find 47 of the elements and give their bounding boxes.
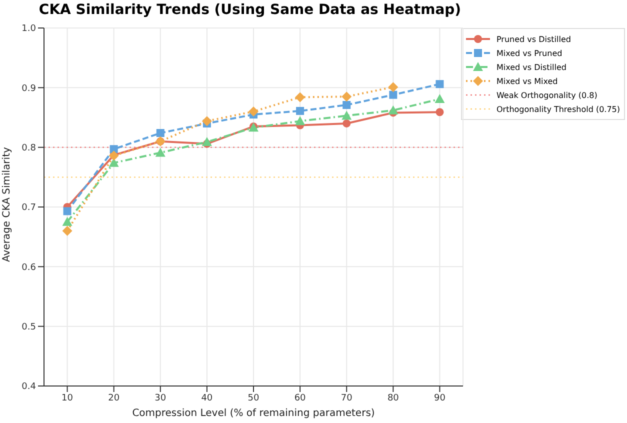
point [62,226,72,236]
x-tick-label: 30 [154,393,166,404]
x-tick-label: 20 [108,393,120,404]
point [202,116,212,126]
point [295,116,306,126]
x-tick-label: 10 [62,393,74,404]
x-tick-label: 40 [201,393,213,404]
point [155,148,166,157]
y-tick-label: 0.8 [22,144,36,154]
point [248,106,258,117]
x-axis-title: Compression Level (% of remaining parameters) [132,408,375,419]
y-tick-label: 0.6 [22,262,36,273]
point [342,110,352,120]
x-tick-label: 60 [294,393,306,404]
point [110,145,118,154]
point [342,119,351,128]
point [388,82,398,92]
point [62,216,72,226]
point [156,129,164,138]
x-tick-label: 90 [434,393,446,404]
x-tick-label: 70 [340,393,353,404]
point [388,105,398,114]
point [436,108,444,116]
y-tick-label: 0.4 [22,382,36,392]
y-axis-title: Average CKA Similarity [2,147,13,262]
point [342,100,351,109]
x-tick-label: 50 [248,393,260,404]
point [63,207,72,216]
point [295,92,306,102]
point [202,136,212,146]
legend-label: Mixed vs Mixed [496,76,558,86]
legend-label: Mixed vs Distilled [496,62,566,72]
y-tick-label: 0.5 [22,322,36,333]
point [342,92,352,102]
point [389,90,398,99]
y-tick-label: 1.0 [22,24,36,34]
point [434,94,445,104]
point [296,106,304,115]
point [436,80,444,88]
y-tick-label: 0.9 [22,84,36,94]
x-tick-label: 80 [387,393,400,404]
legend-label: Orthogonality Threshold (0.75) [496,104,620,114]
y-tick-label: 0.7 [22,203,36,214]
legend-label: Mixed vs Pruned [496,48,562,58]
legend-label: Weak Orthogonality (0.8) [496,90,598,100]
chart-title: CKA Similarity Trends (Using Same Data as Heatmap) [38,1,462,20]
legend-label: Pruned vs Distilled [496,34,571,44]
